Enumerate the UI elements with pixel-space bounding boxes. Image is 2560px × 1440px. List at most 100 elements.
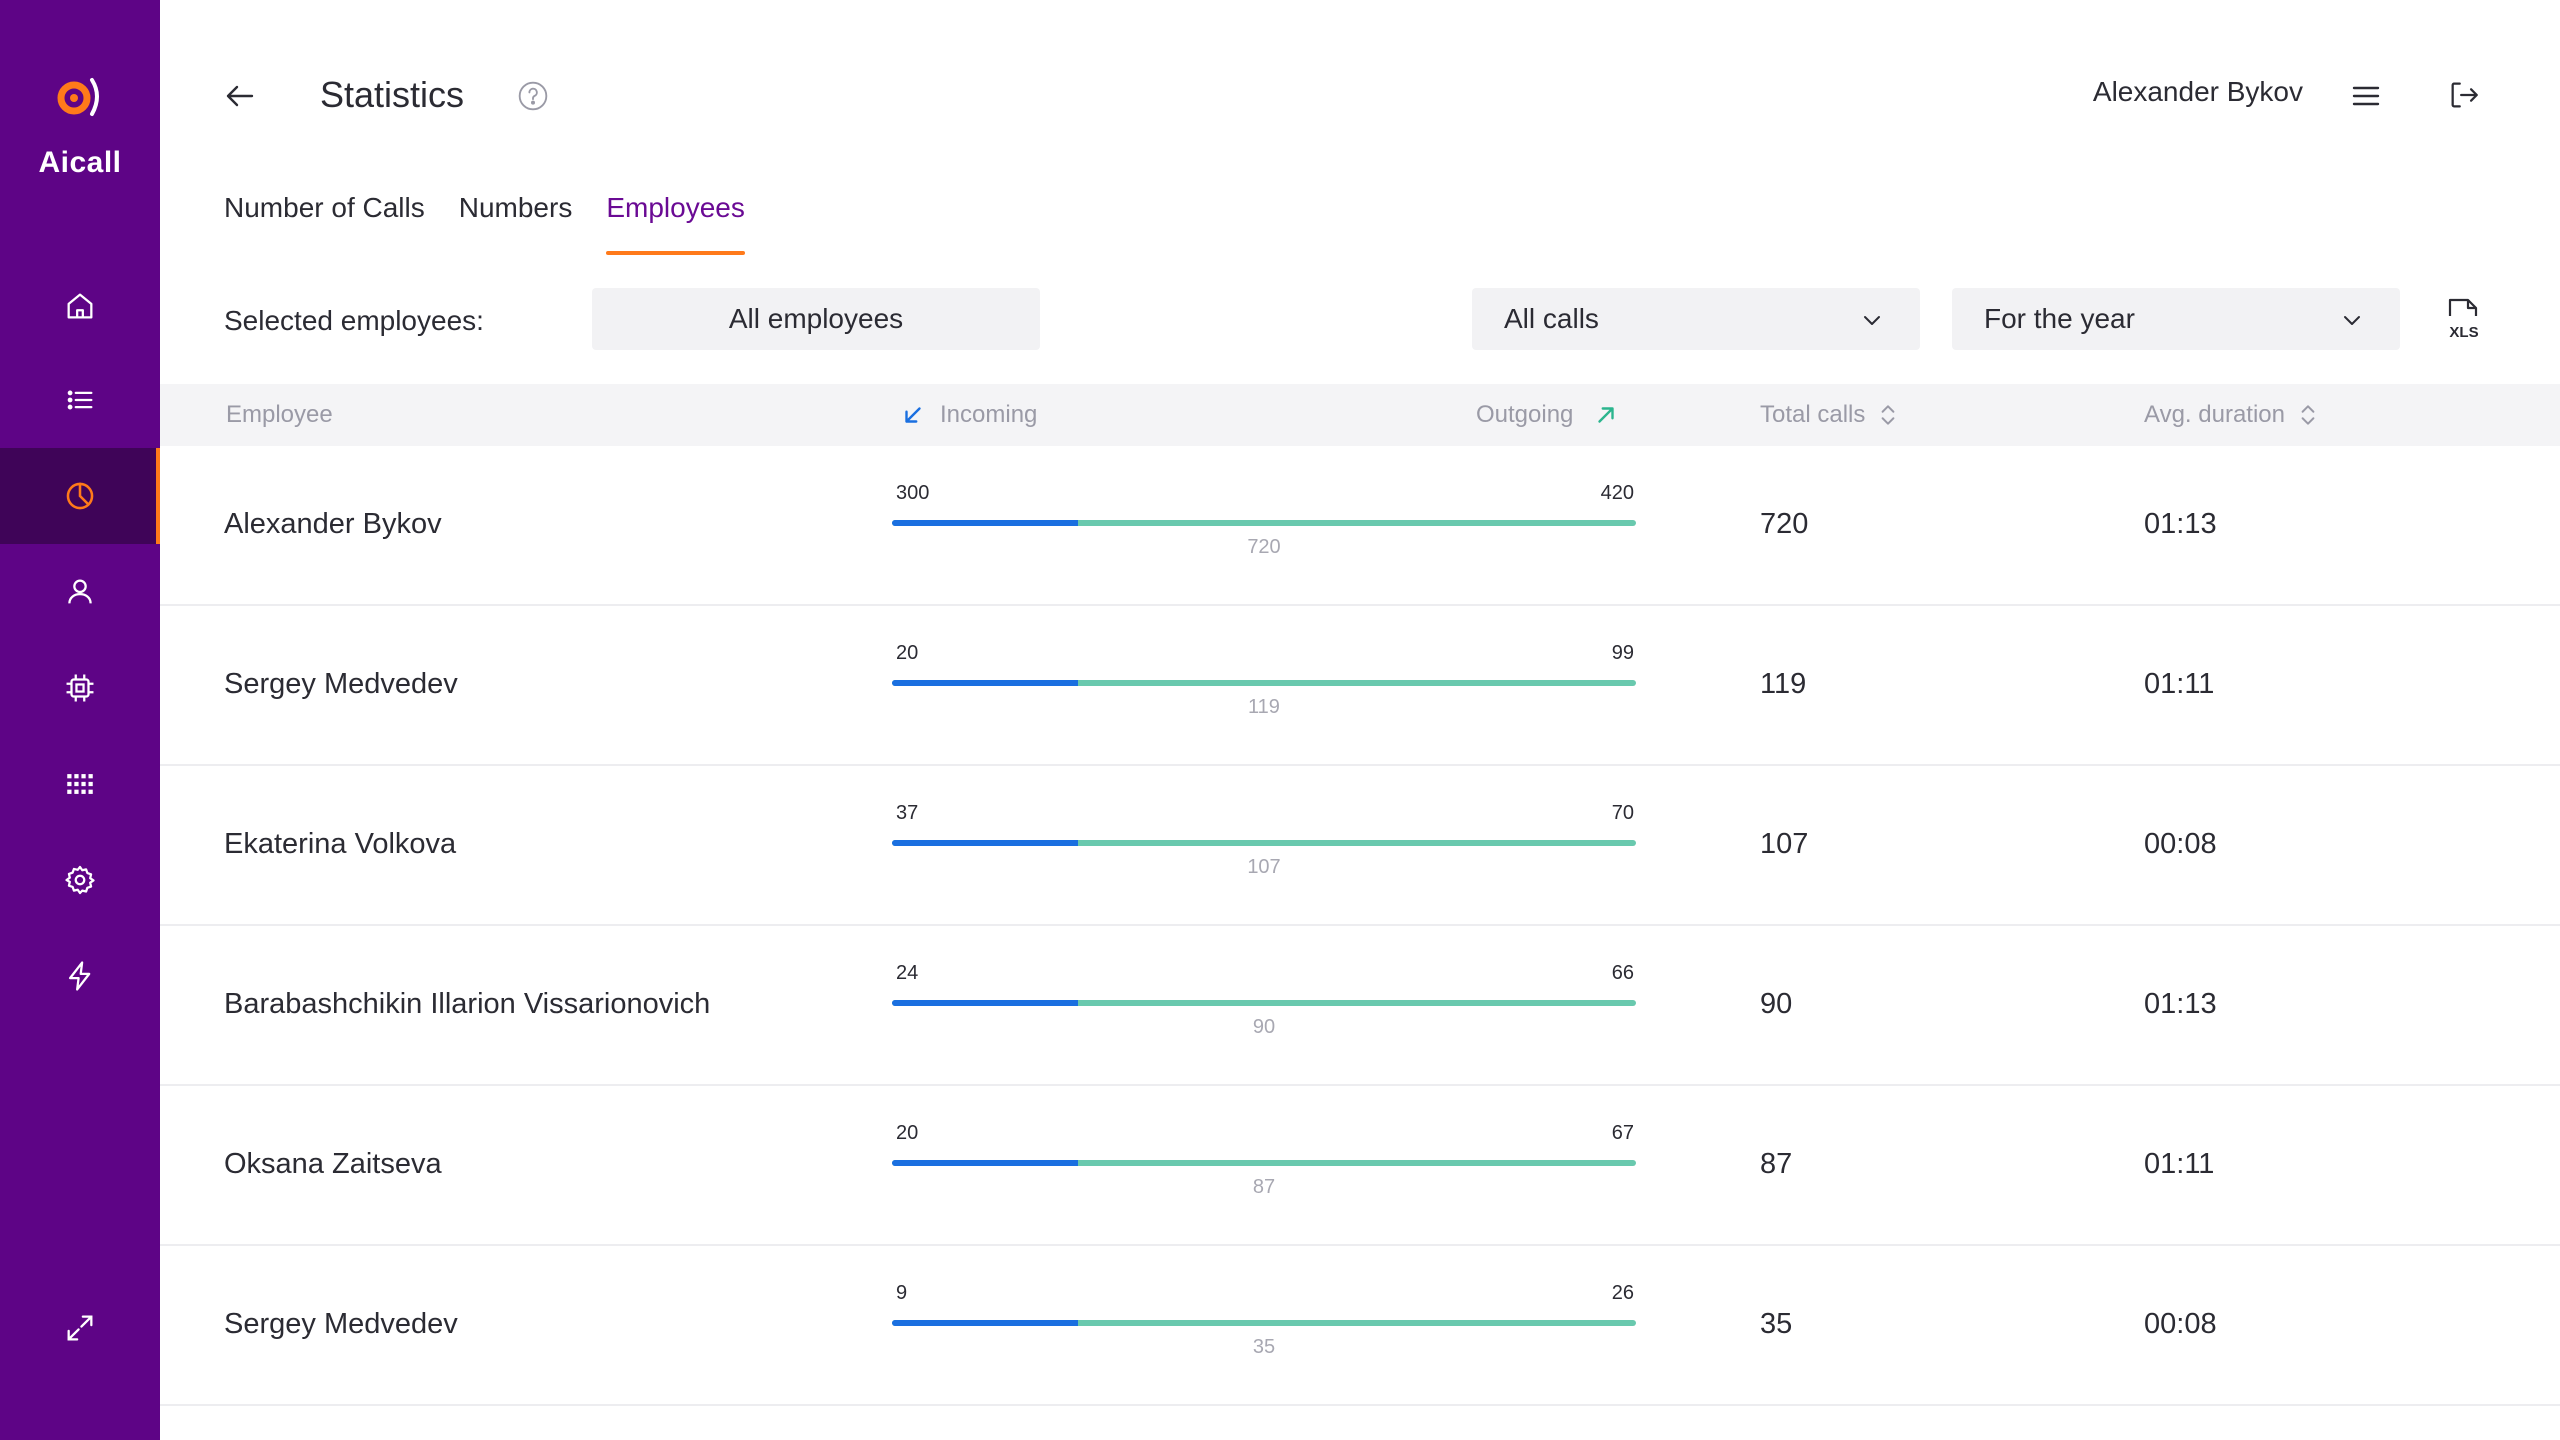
outgoing-bar — [892, 1320, 1636, 1326]
incoming-count: 9 — [896, 1282, 908, 1304]
bar-total: 107 — [1247, 856, 1281, 878]
selected-employees-label: Selected employees: — [224, 305, 484, 336]
lightning-icon — [68, 961, 91, 991]
total-calls: 87 — [1760, 1148, 1793, 1180]
column-incoming-label: Incoming — [940, 401, 1038, 428]
total-calls: 35 — [1760, 1308, 1793, 1340]
xls-label: XLS — [2449, 324, 2478, 341]
sidebar-item-home[interactable] — [0, 258, 160, 354]
employee-name: Oksana Zaitseva — [224, 1148, 442, 1180]
incoming-bar — [892, 1000, 1078, 1006]
employee-name: Alexander Bykov — [224, 508, 442, 540]
sort-icon — [1881, 405, 1895, 425]
period-value: For the year — [1984, 303, 2135, 334]
column-total-label: Total calls — [1760, 401, 1866, 428]
avg-duration: 01:11 — [2144, 1148, 2215, 1180]
sort-icon — [2301, 405, 2315, 425]
gear-icon — [65, 865, 95, 895]
tab-number-of-calls[interactable]: Number of Calls — [224, 192, 425, 223]
total-calls: 119 — [1760, 668, 1807, 700]
avg-duration: 00:08 — [2144, 828, 2217, 860]
table-row[interactable]: Ekaterina Volkova 37 70 107 107 00:08 — [160, 766, 2560, 926]
outgoing-bar — [892, 520, 1636, 526]
outgoing-count: 67 — [1611, 1122, 1634, 1144]
column-outgoing: Outgoing — [1476, 384, 1619, 446]
sidebar-item-users[interactable] — [0, 544, 160, 640]
bar-total: 90 — [1252, 1016, 1276, 1038]
employee-name: Barabashchikin Illarion Vissarionovich — [224, 988, 711, 1020]
tab-employees[interactable]: Employees — [606, 192, 745, 256]
total-calls: 90 — [1760, 988, 1793, 1020]
user-name[interactable]: Alexander Bykov — [2092, 76, 2303, 107]
column-total-calls[interactable]: Total calls — [1760, 384, 1901, 446]
table-row[interactable]: Sergey Medvedev 20 99 119 119 01:11 — [160, 606, 2560, 766]
call-type-value: All calls — [1504, 303, 1599, 334]
outgoing-count: 99 — [1611, 642, 1634, 664]
logout-icon[interactable] — [2447, 78, 2481, 112]
user-icon — [68, 579, 92, 604]
incoming-bar — [892, 1320, 1078, 1326]
sidebar-item-statistics[interactable] — [0, 448, 160, 544]
incoming-count: 300 — [896, 482, 930, 504]
outgoing-count: 420 — [1600, 482, 1634, 504]
stats-tabs: Number of Calls Numbers Employees — [224, 192, 779, 256]
help-icon[interactable] — [517, 80, 549, 112]
sidebar: Aicall — [0, 0, 160, 1440]
total-calls: 107 — [1760, 828, 1809, 860]
sidebar-item-settings[interactable] — [0, 832, 160, 928]
tab-numbers[interactable]: Numbers — [458, 192, 573, 223]
dialpad-icon — [67, 774, 93, 794]
calls-bar: 300 420 720 — [892, 482, 1636, 572]
sidebar-item-integrations[interactable] — [0, 928, 160, 1024]
outgoing-bar — [892, 1160, 1636, 1166]
outgoing-bar — [892, 840, 1636, 846]
incoming-count: 37 — [896, 802, 919, 824]
column-avg-duration[interactable]: Avg. duration — [2144, 384, 2321, 446]
column-incoming: Incoming — [900, 384, 1037, 446]
table-header: Employee Incoming Outgoing Total calls A… — [160, 384, 2560, 446]
avg-duration: 01:11 — [2144, 668, 2215, 700]
incoming-count: 20 — [896, 642, 919, 664]
sidebar-expand-button[interactable] — [0, 1280, 160, 1376]
calls-bar: 20 99 119 — [892, 642, 1636, 732]
table-row[interactable]: Oksana Zaitseva 20 67 87 87 01:11 — [160, 1086, 2560, 1246]
total-calls: 720 — [1760, 508, 1809, 540]
list-icon — [67, 390, 93, 410]
avg-duration: 00:08 — [2144, 1308, 2217, 1340]
arrow-left-icon — [226, 85, 254, 107]
call-type-dropdown[interactable]: All calls — [1472, 288, 1920, 350]
calls-bar: 37 70 107 — [892, 802, 1636, 892]
incoming-count: 24 — [896, 962, 919, 984]
export-xls-button[interactable]: XLS — [2440, 296, 2488, 344]
incoming-bar — [892, 840, 1078, 846]
sidebar-item-devices[interactable] — [0, 640, 160, 736]
period-dropdown[interactable]: For the year — [1952, 288, 2400, 350]
bar-total: 119 — [1248, 696, 1280, 718]
outgoing-count: 70 — [1611, 802, 1634, 824]
outgoing-count: 66 — [1611, 962, 1634, 984]
column-outgoing-label: Outgoing — [1476, 401, 1574, 428]
sidebar-item-dialpad[interactable] — [0, 736, 160, 832]
calls-bar: 24 66 90 — [892, 962, 1636, 1052]
logo-icon — [57, 78, 99, 116]
bar-total: 720 — [1247, 536, 1281, 558]
arrow-incoming-icon — [905, 407, 921, 423]
outgoing-bar — [892, 680, 1636, 686]
calls-bar: 20 67 87 — [892, 1122, 1636, 1212]
page-title: Statistics — [320, 74, 465, 115]
arrow-outgoing-icon — [1598, 407, 1615, 423]
calls-bar: 9 26 35 — [892, 1282, 1636, 1372]
table-row[interactable]: Alexander Bykov 300 420 720 720 01:13 — [160, 446, 2560, 606]
employee-name: Sergey Medvedev — [224, 1308, 458, 1340]
home-icon — [67, 293, 93, 319]
outgoing-count: 26 — [1611, 1282, 1634, 1304]
sidebar-item-list[interactable] — [0, 352, 160, 448]
avg-duration: 01:13 — [2144, 988, 2217, 1020]
table-row[interactable]: Barabashchikin Illarion Vissarionovich 2… — [160, 926, 2560, 1086]
table-row[interactable]: Sergey Medvedev 9 26 35 35 00:08 — [160, 1246, 2560, 1406]
menu-icon[interactable] — [2350, 80, 2382, 112]
xls-file-icon: XLS — [2448, 298, 2479, 341]
bar-total: 87 — [1252, 1176, 1276, 1198]
back-button[interactable] — [222, 78, 258, 114]
all-employees-button[interactable]: All employees — [592, 288, 1040, 350]
